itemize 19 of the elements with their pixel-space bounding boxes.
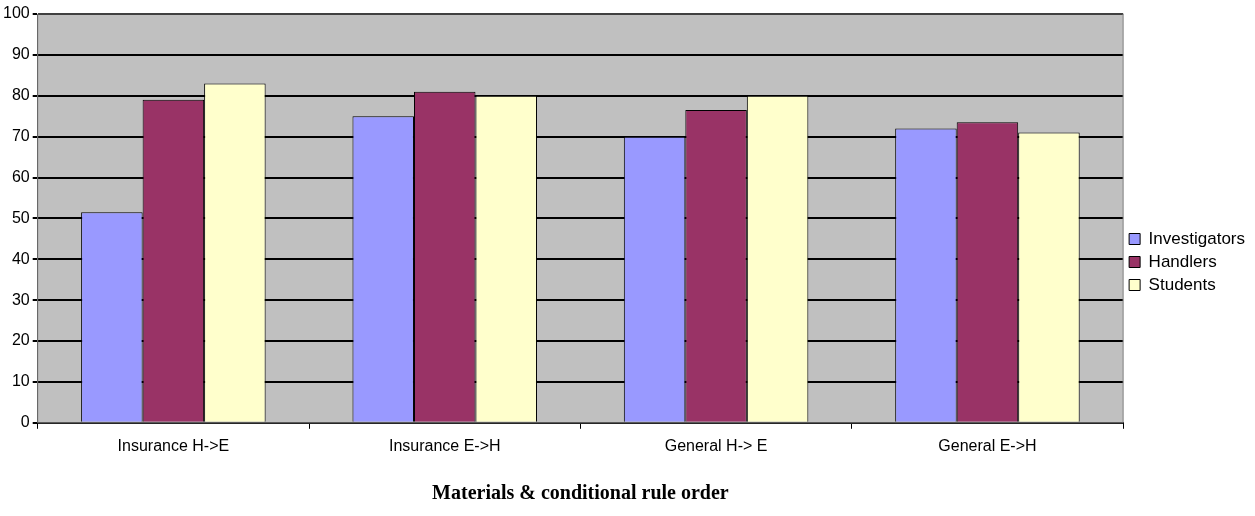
y-tick-label: 40 [11, 249, 30, 267]
y-tick-label: 50 [11, 208, 30, 226]
y-tick-label: 0 [20, 413, 30, 431]
y-tick-label: 80 [11, 86, 30, 104]
y-tick-label: 70 [11, 127, 30, 145]
y-tick-label: 20 [11, 331, 30, 349]
x-axis-title: Materials & conditional rule order [432, 481, 729, 504]
legend-label: Handlers [1148, 251, 1217, 271]
y-tick-label: 100 [2, 4, 30, 22]
x-tick-label: Insurance H->E [117, 436, 230, 454]
y-tick-label: 90 [11, 45, 30, 63]
x-tick-label: General E->H [938, 436, 1037, 454]
x-tick-label: Insurance E->H [388, 436, 501, 454]
y-tick-label: 10 [11, 372, 30, 390]
legend-label: Students [1148, 274, 1216, 294]
y-tick-label: 30 [11, 290, 30, 308]
y-tick-label: 60 [11, 167, 30, 185]
legend-label: Investigators [1148, 228, 1246, 248]
x-tick-label: General H-> E [664, 436, 768, 454]
